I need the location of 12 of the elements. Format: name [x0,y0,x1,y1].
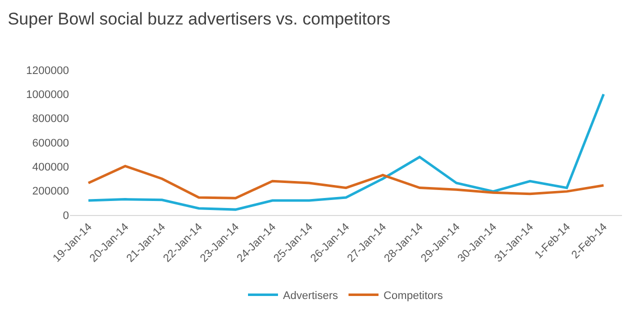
y-tick-label: 0 [62,210,69,222]
y-tick-label: 1200000 [26,64,69,77]
line-series [87,164,605,200]
y-tick-label: 600000 [32,137,69,150]
y-tick-label: 800000 [32,113,69,126]
y-tick-label: 400000 [32,162,69,174]
legend-label: Advertisers [283,290,339,302]
chart-title: Super Bowl social buzz advertisers vs. competitors [8,10,390,29]
legend-label: Competitors [384,290,444,302]
y-tick-label: 1000000 [26,89,69,102]
line-series [87,92,605,211]
y-tick-label: 200000 [32,186,69,198]
